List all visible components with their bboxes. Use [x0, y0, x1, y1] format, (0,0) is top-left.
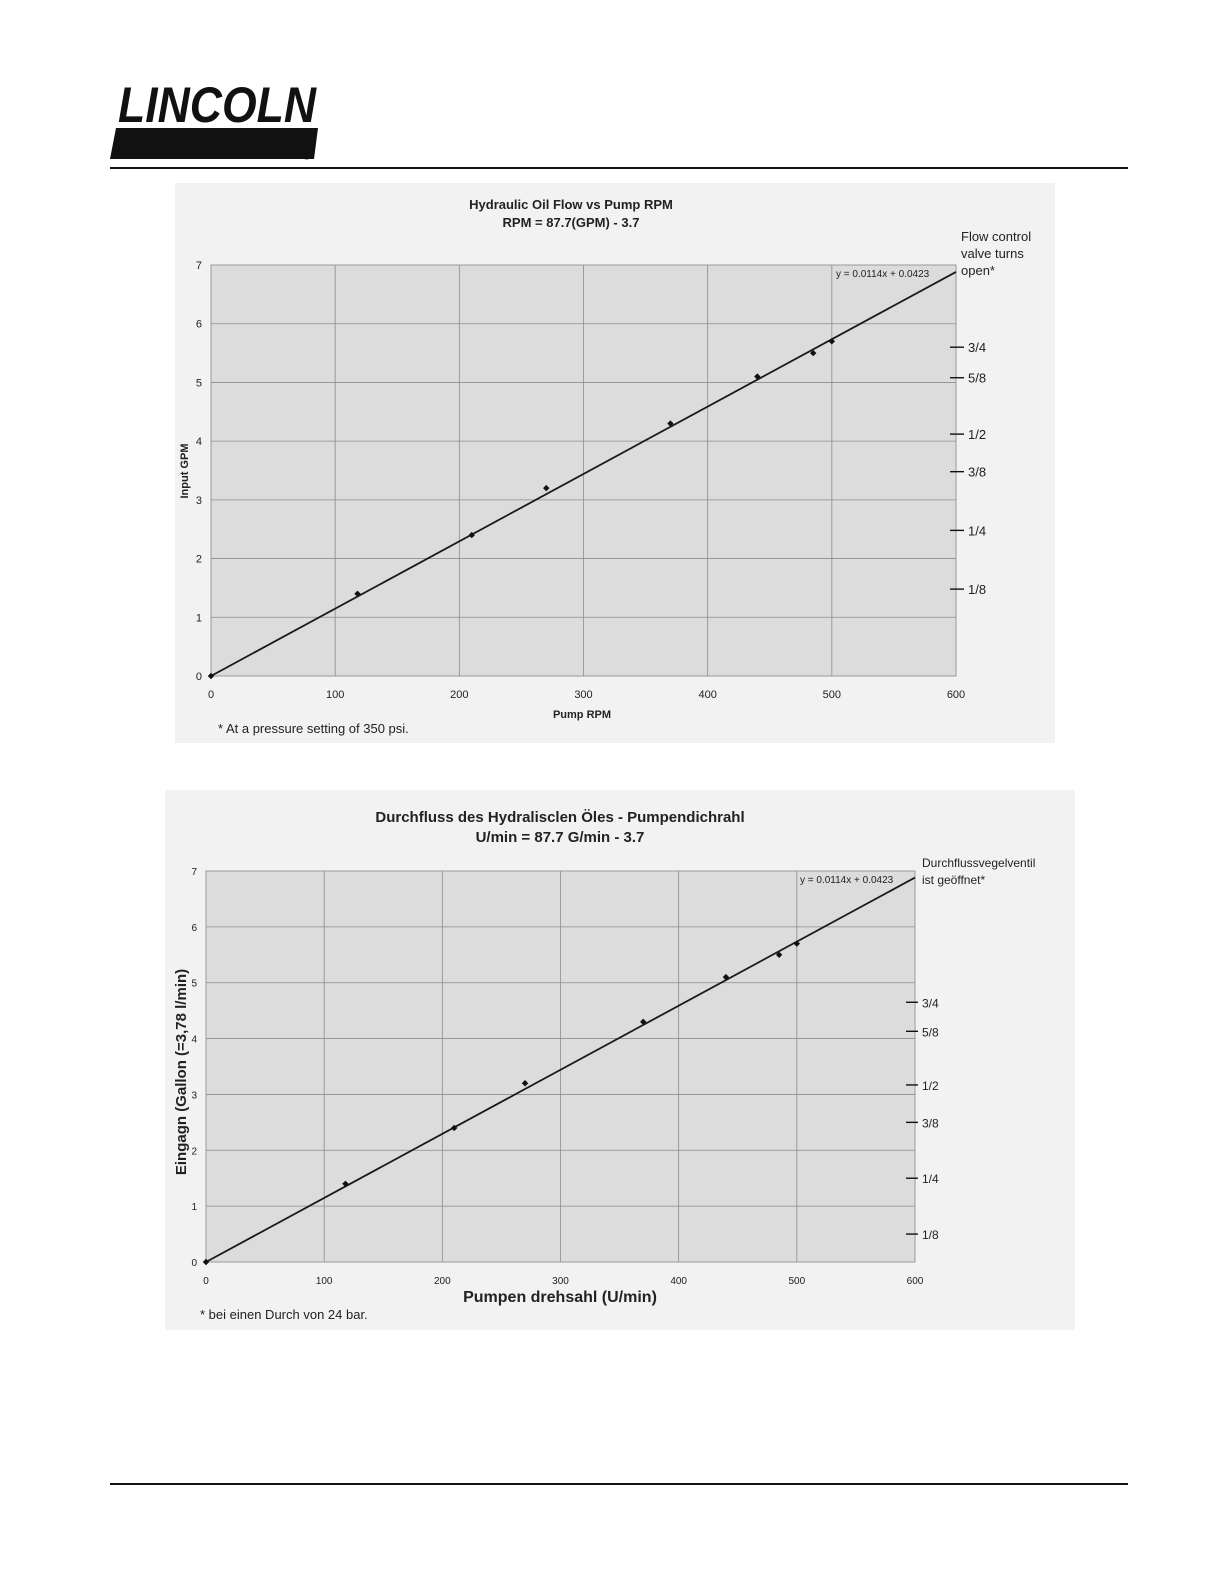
x-tick-label: 600	[947, 689, 965, 701]
lincoln-logo: LINCOLN ®	[110, 80, 318, 162]
x-tick-label: 200	[434, 1276, 451, 1287]
right-axis-title-line-2: ist geöffnet*	[922, 873, 985, 887]
x-tick-label: 100	[316, 1276, 333, 1287]
data-point	[828, 338, 836, 345]
data-point	[810, 349, 817, 357]
y-tick-label: 4	[196, 436, 202, 448]
x-tick-label: 100	[326, 689, 344, 701]
y-tick-label: 5	[191, 979, 197, 990]
y-tick-label: 6	[191, 923, 197, 934]
footnote: * At a pressure setting of 350 psi.	[218, 721, 409, 736]
right-axis-title-line-2: valve turns	[961, 246, 1024, 261]
x-tick-label: 400	[670, 1276, 687, 1287]
right-axis-title-line-1: Durchflussvegelventil	[922, 856, 1035, 870]
x-tick-label: 600	[907, 1276, 924, 1287]
valve-turn-label: 3/8	[922, 1116, 939, 1130]
data-point	[754, 373, 761, 380]
logo-bar	[110, 128, 318, 159]
data-point	[354, 590, 361, 597]
y-tick-label: 1	[196, 612, 202, 624]
x-tick-label: 200	[450, 689, 468, 701]
logo-wordmark: LINCOLN	[118, 80, 317, 133]
footnote: * bei einen Durch von 24 bar.	[200, 1307, 368, 1322]
logo-registered-mark: ®	[304, 154, 310, 162]
data-point	[450, 1124, 458, 1132]
header-rule	[110, 167, 1128, 169]
y-axis-label: Input GPM	[179, 444, 191, 499]
chart-title: Durchfluss des Hydralisclen Öles - Pumpe…	[375, 809, 744, 826]
data-point	[202, 1258, 210, 1266]
y-tick-label: 6	[196, 319, 202, 331]
x-tick-label: 0	[203, 1276, 209, 1287]
chart-svg: Hydraulic Oil Flow vs Pump RPM RPM = 87.…	[175, 183, 1055, 743]
chart-hydraulic-flow-de: Durchfluss des Hydralisclen Öles - Pumpe…	[165, 790, 1075, 1330]
chart-subtitle: U/min = 87.7 G/min - 3.7	[476, 829, 645, 846]
y-tick-label: 3	[191, 1090, 197, 1101]
valve-turn-label: 1/4	[968, 523, 986, 538]
y-tick-label: 7	[191, 867, 197, 878]
plot-area: 0 100 200 300 400 500 600 0 1 2 3 4 5 6 7 y = 0.0114x +…	[191, 867, 939, 1287]
data-point	[543, 484, 550, 492]
x-tick-label: 500	[823, 689, 841, 701]
y-tick-label: 2	[196, 554, 202, 566]
valve-turn-label: 5/8	[922, 1025, 939, 1039]
chart-title: Hydraulic Oil Flow vs Pump RPM	[469, 197, 673, 212]
x-tick-label: 400	[698, 689, 716, 701]
valve-turn-label: 3/8	[968, 465, 986, 480]
valve-turn-label: 1/8	[922, 1228, 939, 1242]
data-point	[468, 531, 475, 539]
plot-area: 0 100 200 300 400 500 600 0 1 2 3 4 5 6 7 y = 0.0114x +…	[196, 260, 986, 701]
x-tick-label: 500	[788, 1276, 805, 1287]
y-axis-label: Eingagn (Gallon (=3,78 l/min)	[173, 969, 190, 1175]
y-tick-label: 0	[191, 1258, 197, 1269]
x-tick-label: 300	[552, 1276, 569, 1287]
valve-turn-label: 1/2	[922, 1079, 939, 1093]
x-tick-label: 300	[574, 689, 592, 701]
trendline-equation: y = 0.0114x + 0.0423	[836, 269, 930, 280]
valve-turn-label: 3/4	[968, 340, 986, 355]
y-tick-label: 2	[191, 1146, 197, 1157]
data-point	[207, 672, 215, 680]
chart-svg: Durchfluss des Hydralisclen Öles - Pumpe…	[165, 790, 1075, 1330]
valve-turn-label: 1/2	[968, 427, 986, 442]
valve-turn-label: 5/8	[968, 371, 986, 386]
chart-subtitle: RPM = 87.7(GPM) - 3.7	[503, 215, 640, 230]
chart-hydraulic-flow-en: Hydraulic Oil Flow vs Pump RPM RPM = 87.…	[175, 183, 1055, 743]
y-tick-label: 7	[196, 260, 202, 272]
valve-turn-label: 1/4	[922, 1172, 939, 1186]
y-tick-label: 1	[191, 1202, 197, 1213]
data-point	[775, 951, 783, 958]
right-axis-title-line-3: open*	[961, 263, 995, 278]
valve-turn-label: 3/4	[922, 996, 939, 1010]
x-axis-label: Pumpen drehsahl (U/min)	[463, 1289, 657, 1306]
x-axis-label: Pump RPM	[553, 709, 611, 721]
footer-rule	[110, 1483, 1128, 1485]
y-tick-label: 3	[196, 495, 202, 507]
trendline-equation: y = 0.0114x + 0.0423	[800, 875, 894, 886]
y-tick-label: 4	[191, 1035, 197, 1046]
x-tick-label: 0	[208, 689, 214, 701]
right-axis-title-line-1: Flow control	[961, 229, 1031, 244]
y-tick-label: 0	[196, 671, 202, 683]
y-tick-label: 5	[196, 377, 202, 389]
data-point	[722, 973, 730, 981]
valve-turn-label: 1/8	[968, 582, 986, 597]
